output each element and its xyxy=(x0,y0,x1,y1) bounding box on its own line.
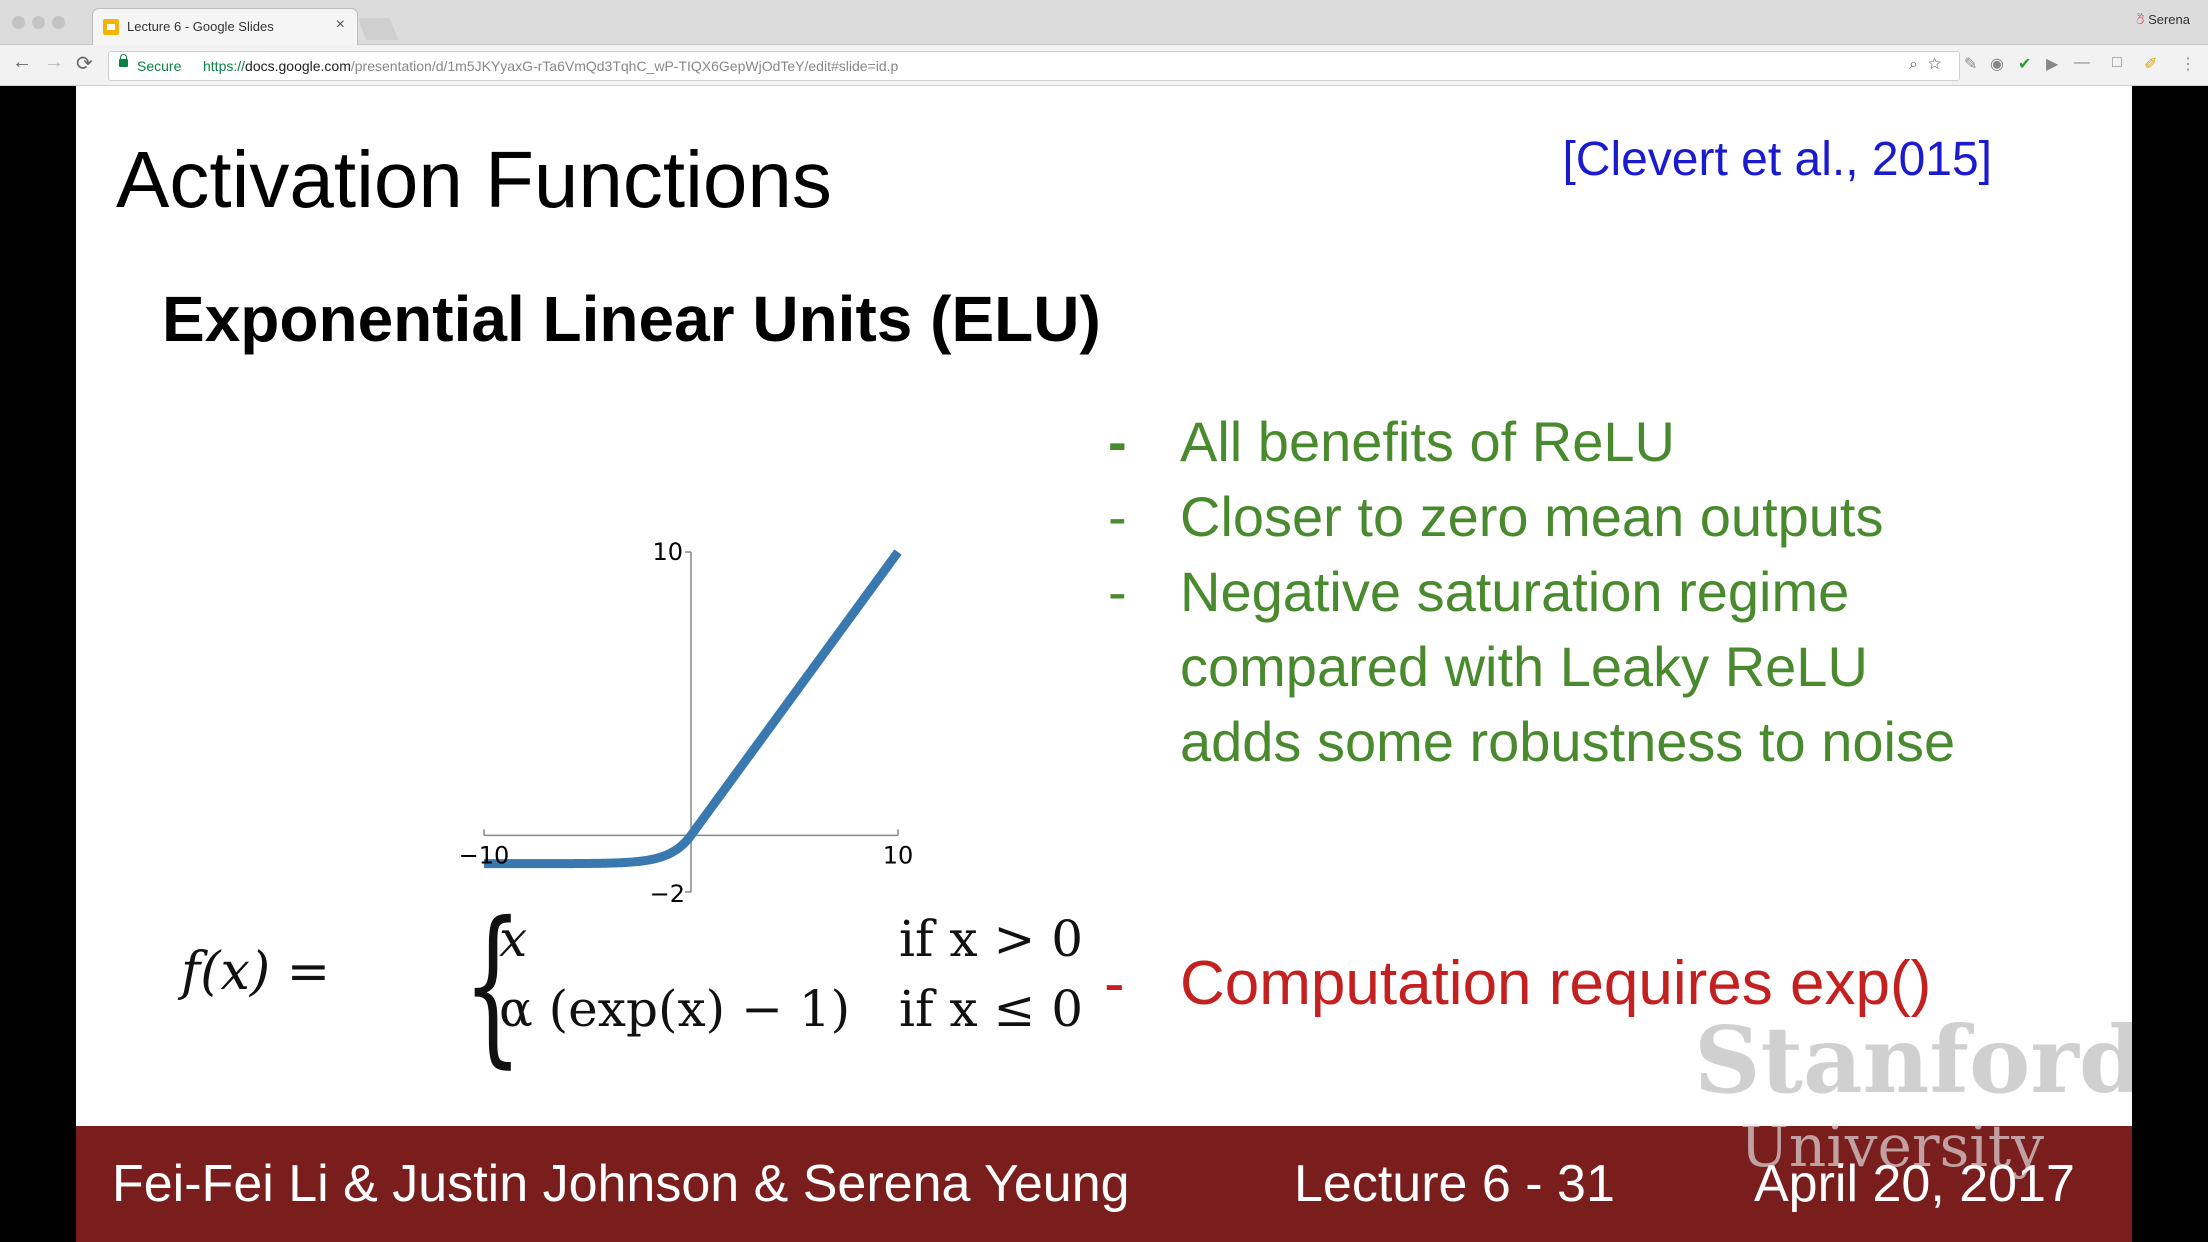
reload-icon[interactable]: ⟳ xyxy=(76,53,93,75)
formula-case1-value: x xyxy=(499,910,528,968)
bullet-text: Closer to zero mean outputs xyxy=(1180,485,1884,548)
formula-case1-condition: if x > 0 xyxy=(899,910,1084,968)
bullet-text: All benefits of ReLU xyxy=(1180,410,1675,473)
tab-title: Lecture 6 - Google Slides xyxy=(127,19,274,34)
address-bar[interactable]: Secure https://docs.google.com/presentat… xyxy=(108,51,1960,81)
extension-pen-icon[interactable]: ✎ xyxy=(1964,56,1978,73)
window-minimize-dot[interactable] xyxy=(32,16,45,29)
back-icon[interactable]: ← xyxy=(12,51,32,73)
secure-label: Secure xyxy=(137,58,182,74)
window-zoom-dot[interactable] xyxy=(52,16,65,29)
tick-label-x-max: 10 xyxy=(883,841,914,869)
stanford-watermark-sub: University xyxy=(1740,1112,2044,1180)
formula-case2-value: α (exp(x) − 1) xyxy=(499,980,851,1038)
bullet-dash: - xyxy=(1108,560,1127,623)
bullet-text: Negative saturation regime xyxy=(1180,560,1850,623)
tab-lecture-6[interactable]: Lecture 6 - Google Slides × xyxy=(92,8,358,45)
bullet-text: Computation requires exp() xyxy=(1180,949,1932,1018)
formula-case2-condition: if x ≤ 0 xyxy=(899,980,1084,1038)
bullet-dash: - xyxy=(1108,485,1127,548)
elu-plot: 10 −10 10 −2 xyxy=(459,538,914,908)
extension-cast-icon[interactable]: ◉ xyxy=(1990,56,2004,73)
bookmark-star-icon[interactable]: ☆ xyxy=(1927,56,1951,73)
extension-check-icon[interactable]: ✔ xyxy=(2018,56,2032,73)
lock-icon xyxy=(119,54,128,67)
profile-button[interactable]: ඊ Serena xyxy=(2136,12,2190,28)
zoom-icon[interactable]: ⌕ xyxy=(1908,56,1928,73)
footer-date: April 20, 2017 xyxy=(1754,1155,2075,1213)
url-host: docs.google.com xyxy=(245,58,351,74)
tick-label-y-max: 10 xyxy=(652,538,683,566)
slide-canvas: Activation Functions [Clevert et al., 20… xyxy=(76,86,2132,1242)
extension-window-icon[interactable]: □ xyxy=(2112,54,2122,71)
new-tab-button[interactable] xyxy=(357,18,399,40)
tick-label-x-min: −10 xyxy=(459,841,510,869)
formula-brace: { xyxy=(463,886,523,1084)
slide-subtitle: Exponential Linear Units (ELU) xyxy=(162,283,1101,355)
tab-close-icon[interactable]: × xyxy=(335,16,345,33)
elu-curve xyxy=(484,549,902,869)
url-text[interactable]: https://docs.google.com/presentation/d/1… xyxy=(203,58,898,74)
citation: [Clevert et al., 2015] xyxy=(1562,133,1992,186)
omnibox-actions: ⌕☆ xyxy=(1909,56,1951,74)
profile-icon: ඊ xyxy=(2136,12,2145,27)
menu-kebab-icon[interactable]: ⋮ xyxy=(2180,56,2196,73)
slide-footer: Fei-Fei Li & Justin Johnson & Serena Yeu… xyxy=(76,1126,2132,1242)
browser-toolbar: ← → ⟳ Secure https://docs.google.com/pre… xyxy=(0,45,2208,86)
profile-name: Serena xyxy=(2148,12,2190,27)
extension-minimize-icon[interactable]: — xyxy=(2074,54,2090,71)
extension-icon[interactable]: ▶ xyxy=(2046,56,2059,73)
url-path: /presentation/d/1m5JKYyaxG-rTa6VmQd3TqhC… xyxy=(350,58,899,74)
bullet-text: adds some robustness to noise xyxy=(1180,710,1956,773)
elu-formula: f(x) = { x if x > 0 α (exp(x) − 1) if x … xyxy=(181,886,1181,1084)
slides-icon xyxy=(103,19,119,35)
formula-lhs: f(x) = xyxy=(181,942,331,1002)
extension-pencil-icon[interactable]: ✐ xyxy=(2144,56,2158,73)
footer-lecture: Lecture 6 - 31 xyxy=(1294,1155,1615,1213)
footer-authors: Fei-Fei Li & Justin Johnson & Serena Yeu… xyxy=(112,1155,1130,1213)
forward-icon[interactable]: → xyxy=(44,51,64,73)
url-protocol: https:// xyxy=(203,58,246,74)
window-close-dot[interactable] xyxy=(12,16,25,29)
tick-label-y-min: −2 xyxy=(650,880,685,908)
bullet-text: compared with Leaky ReLU xyxy=(1180,635,1868,698)
bullet-dash: - xyxy=(1108,410,1127,473)
browser-tab-bar: Lecture 6 - Google Slides × ඊ Serena xyxy=(0,0,2208,45)
slide-title: Activation Functions xyxy=(116,135,832,224)
stanford-watermark: Stanford xyxy=(1694,1006,2132,1114)
bullet-dash: - xyxy=(1104,949,1125,1018)
